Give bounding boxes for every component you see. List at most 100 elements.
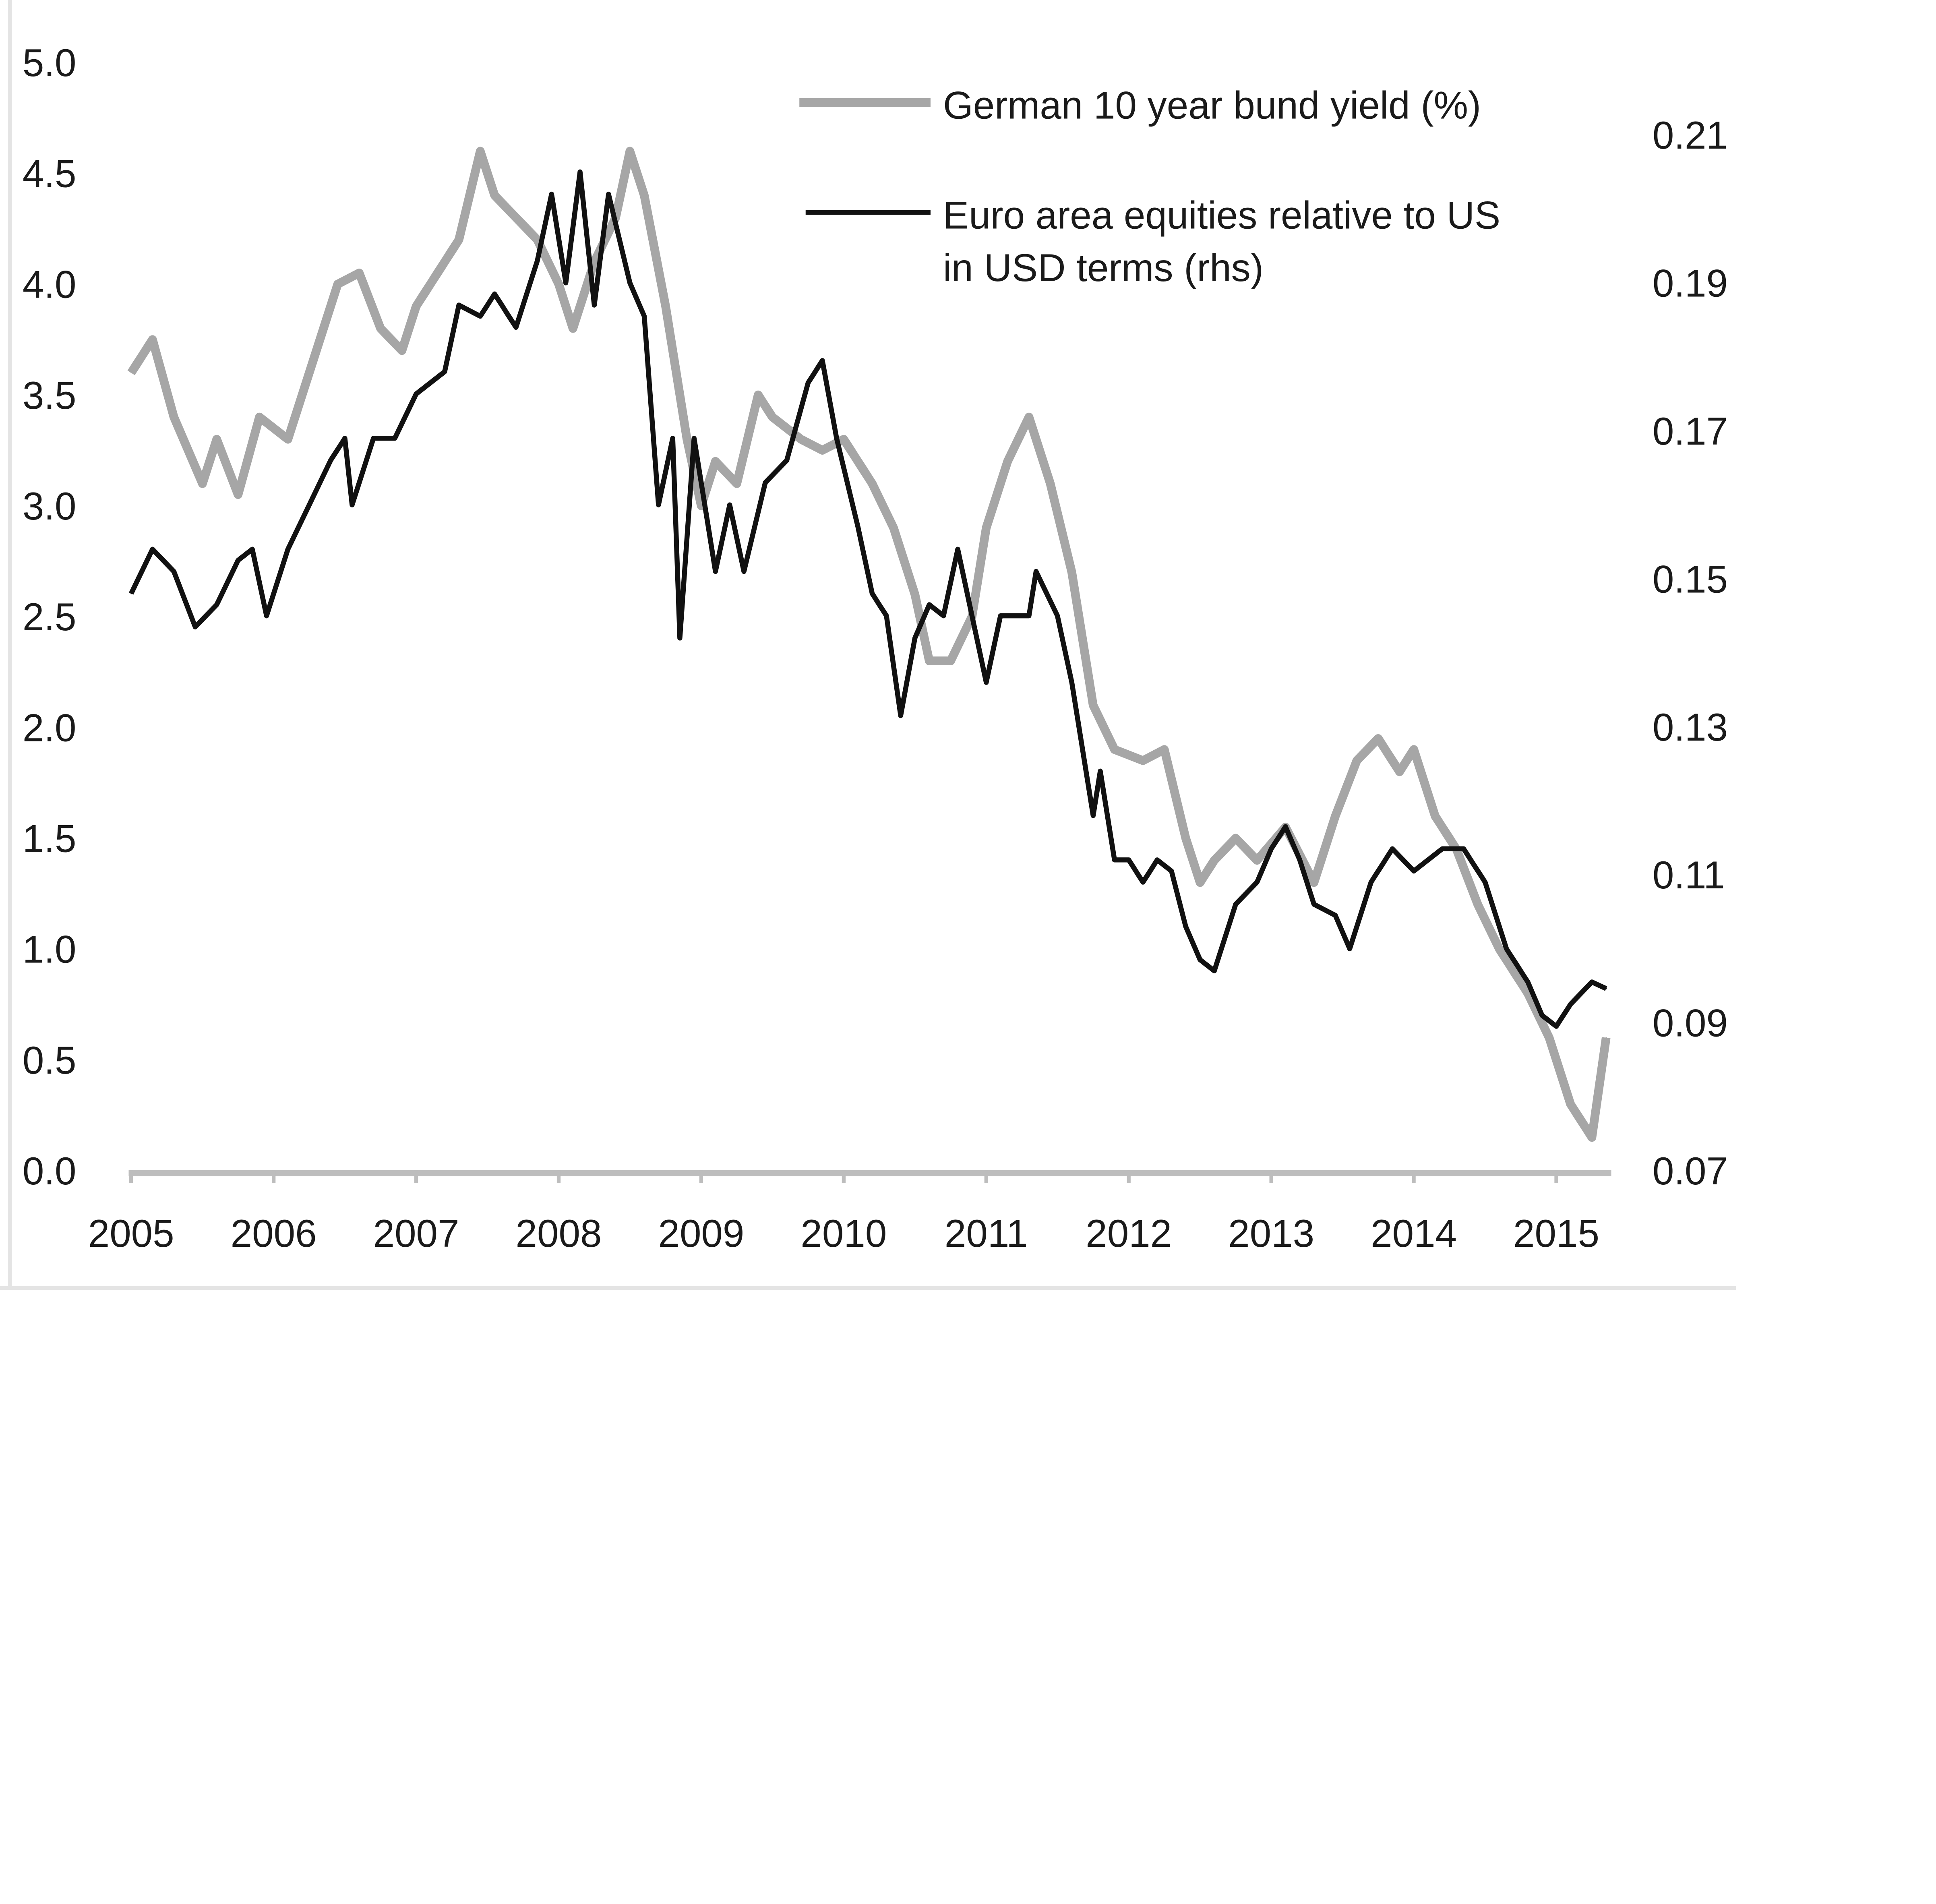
x-tick-label: 2009 [658, 1212, 744, 1255]
x-axis: 2005 2006 2007 2008 2009 2010 2011 2012 2013 2014… [88, 1170, 1611, 1255]
legend: German 10 year bund yield (%) Euro area … [799, 84, 1500, 290]
data-point [416, 393, 417, 395]
data-point [1370, 881, 1372, 883]
data-point [715, 461, 716, 462]
data-point [1313, 904, 1315, 905]
data-point [536, 260, 538, 261]
data-point [1334, 815, 1336, 817]
data-point [900, 715, 902, 716]
data-point [1356, 760, 1358, 762]
data-point [821, 360, 823, 361]
data-point [686, 439, 688, 440]
right-tick-label: 0.07 [1653, 1150, 1728, 1193]
data-point [437, 272, 438, 274]
data-point [1498, 948, 1500, 950]
data-point [494, 195, 495, 196]
data-point [1092, 815, 1094, 816]
x-tick-label: 2006 [231, 1212, 317, 1255]
left-tick-label: 0.0 [23, 1150, 77, 1193]
data-point [216, 439, 217, 440]
right-tick-label: 0.13 [1653, 706, 1728, 749]
data-point [344, 437, 346, 439]
left-tick-label: 2.5 [23, 596, 77, 639]
data-point [1413, 749, 1415, 750]
data-point [1442, 848, 1443, 850]
data-point [458, 304, 460, 306]
right-tick-label: 0.19 [1653, 262, 1728, 305]
data-point [1071, 681, 1073, 683]
data-point [1378, 738, 1379, 739]
data-point [266, 615, 267, 617]
data-point [629, 282, 631, 284]
left-axis-ticks: 0.0 0.5 1.0 1.5 2.0 2.5 3.0 3.5 4.0 4.5 5.0 [23, 41, 77, 1193]
data-point [330, 459, 331, 461]
data-point [1463, 848, 1464, 850]
data-point [458, 239, 460, 240]
left-tick-label: 1.5 [23, 817, 77, 860]
data-point [643, 195, 645, 196]
data-point [594, 261, 595, 263]
data-point [251, 548, 253, 550]
data-point [259, 416, 260, 418]
data-point [594, 304, 595, 306]
data-point [1477, 904, 1479, 906]
x-tick-label: 2007 [373, 1212, 459, 1255]
x-tick-label: 2015 [1513, 1212, 1599, 1255]
data-point [871, 593, 873, 594]
data-point [1256, 859, 1258, 861]
data-point [1591, 1136, 1593, 1138]
data-point [565, 282, 567, 284]
data-point [1071, 571, 1073, 573]
data-point [1214, 859, 1215, 861]
data-point [380, 327, 381, 329]
data-point [337, 283, 339, 285]
data-point [152, 339, 153, 340]
data-point [843, 439, 844, 440]
data-point [237, 494, 239, 495]
right-axis-ticks: 0.07 0.09 0.11 0.13 0.15 0.17 0.19 0.21 [1653, 114, 1728, 1193]
left-tick-label: 3.0 [23, 485, 77, 528]
data-point [985, 527, 987, 529]
data-point [608, 193, 609, 195]
left-tick-label: 4.5 [23, 152, 77, 195]
data-point [871, 483, 873, 484]
data-point [1035, 571, 1037, 572]
data-point [480, 315, 481, 317]
data-point [551, 193, 552, 195]
data-point [394, 437, 396, 439]
data-point [957, 548, 959, 550]
data-point [715, 571, 716, 572]
data-point [1541, 1014, 1543, 1016]
right-tick-label: 0.09 [1653, 1002, 1728, 1045]
data-point [693, 437, 695, 439]
data-point [836, 437, 838, 439]
data-point [950, 660, 951, 662]
data-point [287, 548, 289, 550]
data-point [287, 439, 289, 440]
data-point [985, 681, 987, 683]
left-tick-label: 2.0 [23, 706, 77, 749]
data-point [1156, 859, 1158, 861]
data-point [1270, 848, 1272, 850]
x-tick-label: 2013 [1228, 1212, 1314, 1255]
data-point [914, 637, 916, 639]
data-point [807, 382, 809, 384]
data-point [857, 526, 859, 528]
data-point [1028, 615, 1030, 617]
data-point [821, 449, 823, 451]
data-point [757, 394, 759, 396]
data-point [1028, 416, 1030, 418]
data-point [1007, 461, 1008, 462]
data-point [1256, 881, 1258, 883]
data-point [1434, 815, 1436, 817]
data-point [729, 504, 730, 506]
data-point [351, 504, 353, 506]
left-tick-label: 4.0 [23, 263, 77, 306]
legend-label-equities-line1: Euro area equities relative to US [943, 194, 1500, 237]
right-tick-label: 0.11 [1653, 854, 1725, 897]
data-point [665, 305, 666, 307]
data-point [1299, 859, 1301, 861]
data-point [786, 459, 788, 461]
data-point [1185, 837, 1187, 839]
right-tick-label: 0.15 [1653, 558, 1728, 601]
